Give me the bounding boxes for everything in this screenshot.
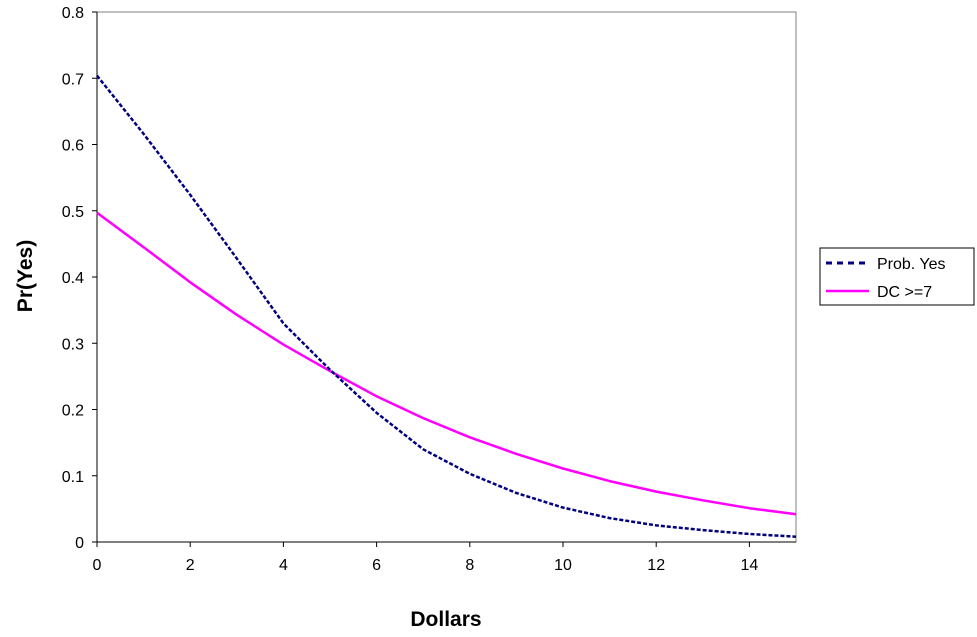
x-tick-label: 2 [186,557,195,574]
x-tick-label: 12 [647,557,665,574]
y-tick-label: 0.3 [62,336,84,353]
legend-box [819,247,975,306]
y-tick-label: 0.2 [62,403,84,420]
x-tick-label: 10 [554,557,572,574]
y-tick-label: 0.1 [62,469,84,486]
x-tick-label: 0 [93,557,102,574]
axes [92,11,797,547]
y-tick-label: 0.4 [62,270,84,287]
x-tick-label: 8 [465,557,474,574]
x-tick-label: 14 [741,557,759,574]
x-axis-title: Dollars [410,608,481,631]
y-axis-title: Pr(Yes) [14,240,37,312]
y-tick-label: 0.7 [62,71,84,88]
series-line-prob-yes [96,74,797,538]
series-line-dc-7 [96,211,797,516]
plot-lines [96,74,797,538]
legend-label-prob-yes: Prob. Yes [877,256,946,273]
tick-labels: 0 0.1 0.2 0.3 0.4 0.5 0.6 0.7 0.8 0 2 4 6 8 10 12 14 [62,5,759,574]
legend: Prob. Yes DC >=7 [819,247,975,306]
y-tick-label: 0.5 [62,204,84,221]
x-tick-label: 6 [372,557,381,574]
y-tick-label: 0.8 [62,5,84,22]
legend-label-dc-7: DC >=7 [877,284,932,301]
y-tick-label: 0 [75,535,84,552]
x-tick-label: 4 [279,557,288,574]
y-tick-label: 0.6 [62,138,84,155]
